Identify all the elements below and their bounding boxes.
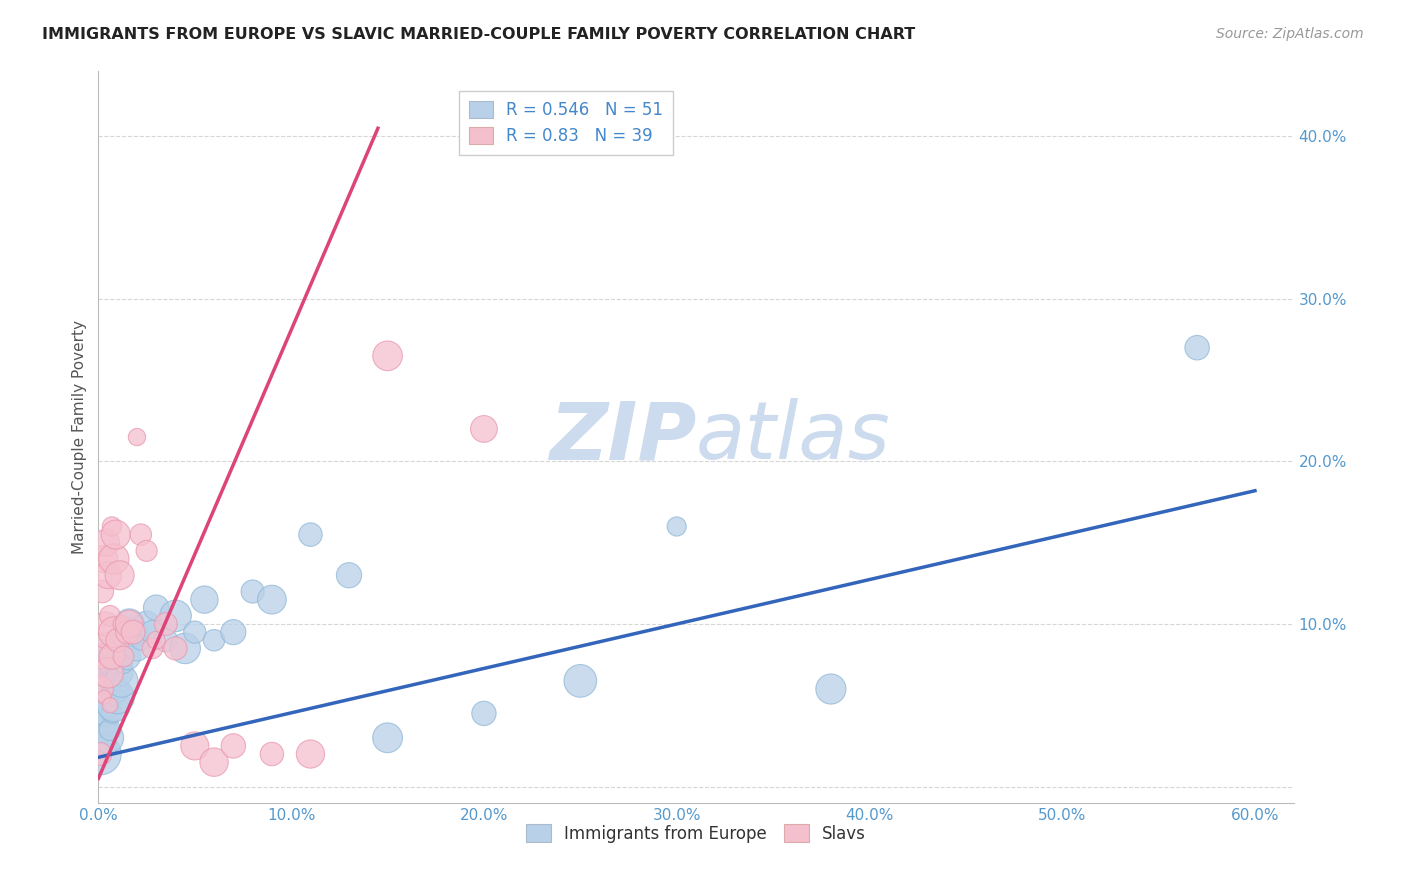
Point — [108, 568, 131, 582]
Point — [107, 690, 129, 705]
Point — [165, 641, 187, 656]
Point — [222, 739, 245, 753]
Point — [141, 641, 163, 656]
Point — [93, 552, 115, 566]
Point — [135, 544, 157, 558]
Point — [91, 584, 114, 599]
Point — [569, 673, 592, 688]
Legend: Immigrants from Europe, Slavs: Immigrants from Europe, Slavs — [519, 817, 873, 849]
Text: ZIP: ZIP — [548, 398, 696, 476]
Point — [103, 649, 125, 664]
Point — [107, 633, 129, 648]
Text: Source: ZipAtlas.com: Source: ZipAtlas.com — [1216, 27, 1364, 41]
Point — [103, 625, 125, 640]
Point — [104, 527, 127, 541]
Point — [184, 739, 207, 753]
Point — [112, 649, 135, 664]
Point — [91, 649, 114, 664]
Text: IMMIGRANTS FROM EUROPE VS SLAVIC MARRIED-COUPLE FAMILY POVERTY CORRELATION CHART: IMMIGRANTS FROM EUROPE VS SLAVIC MARRIED… — [42, 27, 915, 42]
Point — [202, 633, 225, 648]
Point — [98, 681, 121, 696]
Point — [93, 690, 115, 705]
Point — [93, 714, 115, 729]
Point — [117, 625, 139, 640]
Point — [118, 617, 141, 632]
Point — [260, 747, 283, 761]
Point — [122, 625, 145, 640]
Point — [91, 681, 114, 696]
Point — [202, 755, 225, 769]
Point — [155, 617, 177, 632]
Point — [98, 698, 121, 713]
Point — [337, 568, 360, 582]
Point — [135, 617, 157, 632]
Point — [174, 641, 197, 656]
Y-axis label: Married-Couple Family Poverty: Married-Couple Family Poverty — [72, 320, 87, 554]
Point — [89, 747, 111, 761]
Point — [122, 625, 145, 640]
Point — [91, 723, 114, 737]
Point — [103, 552, 125, 566]
Point — [117, 649, 139, 664]
Point — [1185, 341, 1208, 355]
Point — [97, 665, 120, 680]
Point — [98, 723, 121, 737]
Point — [93, 665, 115, 680]
Point — [98, 608, 121, 623]
Point — [101, 649, 124, 664]
Point — [299, 527, 322, 541]
Point — [101, 519, 124, 533]
Point — [97, 665, 120, 680]
Point — [145, 600, 167, 615]
Point — [193, 592, 215, 607]
Point — [222, 625, 245, 640]
Point — [184, 625, 207, 640]
Point — [94, 673, 117, 688]
Point — [94, 617, 117, 632]
Point — [107, 633, 129, 648]
Point — [155, 633, 177, 648]
Text: atlas: atlas — [696, 398, 891, 476]
Point — [129, 633, 152, 648]
Point — [108, 665, 131, 680]
Point — [472, 422, 495, 436]
Point — [112, 657, 135, 672]
Point — [101, 706, 124, 721]
Point — [104, 681, 127, 696]
Point — [377, 731, 399, 745]
Point — [89, 698, 111, 713]
Point — [242, 584, 264, 599]
Point — [94, 535, 117, 549]
Point — [110, 617, 132, 632]
Point — [820, 681, 842, 696]
Point — [89, 747, 111, 761]
Point — [89, 681, 111, 696]
Point — [97, 568, 120, 582]
Point — [165, 608, 187, 623]
Point — [118, 617, 141, 632]
Point — [377, 349, 399, 363]
Point — [94, 739, 117, 753]
Point — [125, 641, 148, 656]
Point — [665, 519, 688, 533]
Point — [101, 657, 124, 672]
Point — [125, 430, 148, 444]
Point — [93, 633, 115, 648]
Point — [141, 625, 163, 640]
Point — [129, 527, 152, 541]
Point — [145, 633, 167, 648]
Point — [299, 747, 322, 761]
Point — [103, 698, 125, 713]
Point — [97, 698, 120, 713]
Point — [91, 649, 114, 664]
Point — [472, 706, 495, 721]
Point — [110, 673, 132, 688]
Point — [94, 706, 117, 721]
Point — [93, 690, 115, 705]
Point — [260, 592, 283, 607]
Point — [97, 731, 120, 745]
